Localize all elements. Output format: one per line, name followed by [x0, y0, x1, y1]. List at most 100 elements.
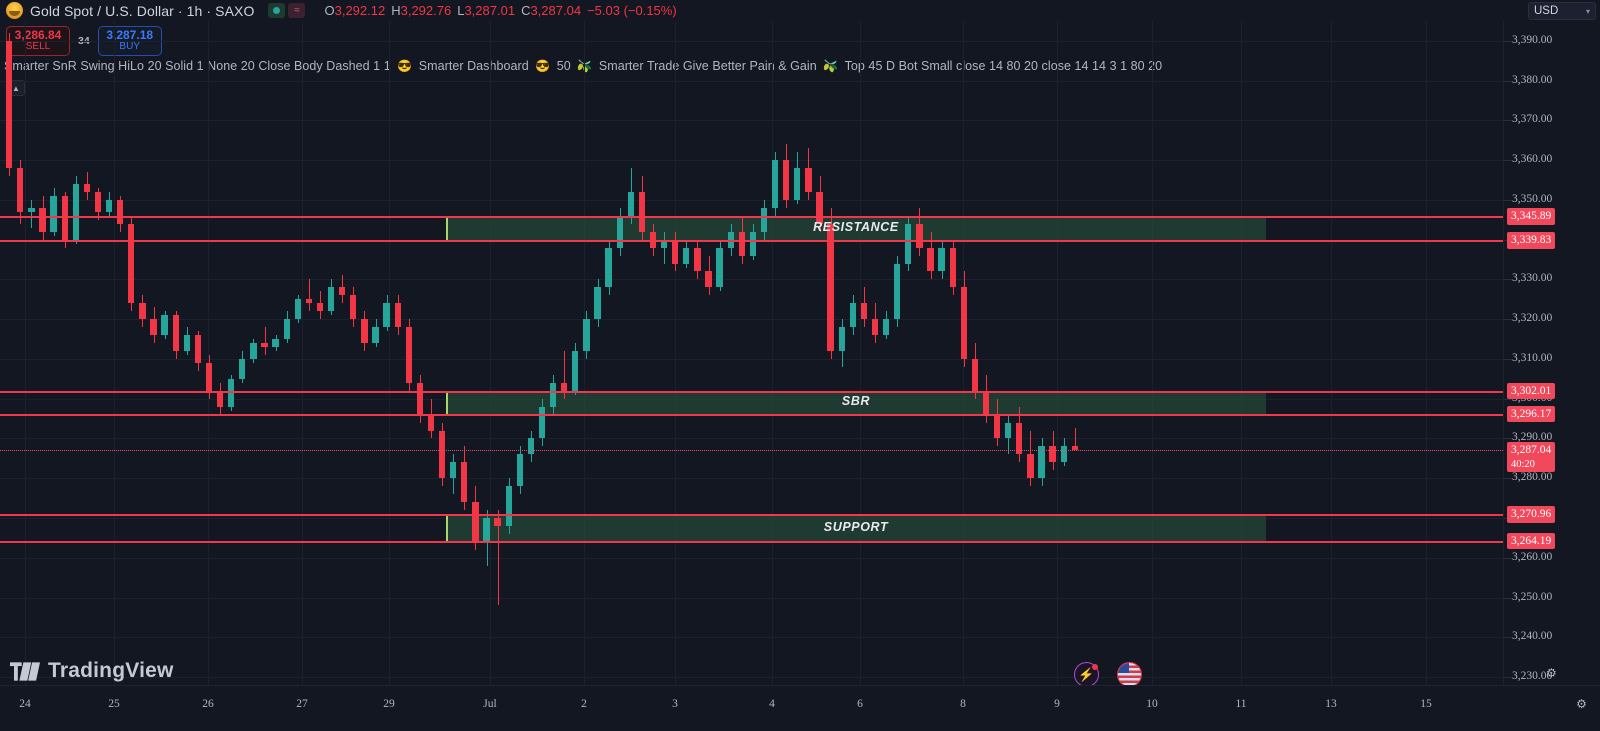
zone-left-edge [446, 514, 448, 542]
candle-body [916, 223, 923, 248]
price-level-label[interactable]: 3,264.19 [1507, 533, 1556, 550]
price-level-label[interactable]: 3,345.89 [1507, 208, 1556, 225]
zone-label-support: SUPPORT [823, 519, 889, 534]
candle-body [694, 247, 701, 272]
current-price-label[interactable]: 3,287.04 40:20 [1507, 442, 1556, 472]
sell-price: 3,286.84 [14, 28, 62, 43]
price-tick-mark [1504, 358, 1512, 360]
level-line-resistance-top[interactable] [0, 216, 1503, 219]
candle-body [738, 231, 745, 256]
flag-canton [1118, 663, 1129, 673]
candle-body [960, 287, 967, 359]
gridline-vertical [1057, 21, 1058, 685]
zone-left-edge [446, 390, 448, 414]
candle-body [6, 40, 13, 169]
candle-body [783, 160, 790, 200]
gridline-vertical [860, 21, 861, 685]
candle-body [172, 315, 179, 351]
candle-body [971, 358, 979, 391]
candle-body [549, 382, 557, 407]
candle-body [72, 184, 79, 240]
time-tick: 6 [857, 698, 863, 710]
buy-label: BUY [119, 41, 140, 53]
currency-select[interactable]: USD ▾ [1528, 2, 1596, 20]
indicator-legend[interactable]: Smarter SnR Swing HiLo 20 Solid 1 None 2… [4, 59, 1162, 73]
zone-rect[interactable] [446, 216, 1266, 241]
lightning-bolt-icon[interactable]: ⚡ [1074, 662, 1099, 687]
candle-body [294, 299, 301, 320]
price-tick-mark [1504, 279, 1512, 281]
indicator-trade-label: Smarter Trade Give Better Pain & Gain [598, 59, 817, 73]
price-level-label[interactable]: 3,302.01 [1507, 382, 1556, 400]
price-tick: 3,370.00 [1512, 113, 1553, 126]
level-line-sbr-bottom[interactable] [0, 413, 1503, 416]
gridline-horizontal [0, 120, 1503, 122]
candle-body [871, 319, 879, 336]
candle-body [982, 390, 990, 415]
gridline-horizontal [0, 637, 1503, 639]
price-level-label[interactable]: 3,270.96 [1507, 506, 1556, 523]
price-scale-gear-icon[interactable]: ⚙ [1546, 666, 1557, 680]
price-tick: 3,320.00 [1512, 312, 1553, 325]
candle-body [438, 430, 446, 479]
level-line-current-price-dotted[interactable] [0, 450, 1503, 452]
candle-wick [308, 279, 310, 312]
candle-body [283, 319, 290, 340]
candle-wick [497, 510, 499, 606]
currency-select-value: USD [1534, 5, 1559, 17]
candle-body [1027, 454, 1034, 479]
gold-coin-icon [6, 2, 23, 19]
candle-body [372, 327, 379, 344]
candle-body [1005, 422, 1012, 439]
price-tick: 3,310.00 [1512, 351, 1553, 364]
candle-body [1016, 422, 1023, 455]
gridline-vertical [490, 21, 491, 685]
replay-status-icon: ≈ [288, 3, 306, 18]
candle-body [505, 486, 512, 526]
time-scale[interactable]: 24 25 26 27 29 Jul 2 3 4 6 8 9 10 11 13 15 ⚙ [0, 685, 1600, 731]
candle-body [660, 239, 668, 248]
gridline-horizontal [0, 40, 1503, 42]
symbol-title[interactable]: Gold Spot / U.S. Dollar · 1h · SAXO [30, 2, 255, 19]
candle-body [228, 378, 235, 407]
level-line-sbr-top[interactable] [0, 390, 1503, 393]
price-tick-mark [1504, 40, 1512, 42]
candle-body [128, 223, 135, 304]
price-level-label[interactable]: 3,296.17 [1507, 405, 1556, 423]
chart-plot-area[interactable]: RESISTANCE SBR SUPPORT [0, 21, 1503, 685]
connection-status-icon [268, 3, 286, 18]
buy-price: 3,287.18 [106, 28, 154, 43]
gridline-vertical [1241, 21, 1242, 685]
time-tick: 24 [19, 698, 31, 710]
price-level-label[interactable]: 3,339.83 [1507, 232, 1556, 249]
time-tick: 26 [202, 698, 214, 710]
candle-wick [664, 231, 666, 264]
level-line-support-top[interactable] [0, 514, 1503, 517]
price-tick-mark [1504, 319, 1512, 321]
candle-wick [264, 327, 266, 355]
us-flag-icon[interactable] [1117, 662, 1142, 687]
low-value: 3,287.01 [464, 3, 516, 18]
candle-body [527, 438, 535, 455]
time-tick: 2 [581, 698, 587, 710]
zone-rect[interactable] [446, 390, 1266, 414]
time-tick: 4 [769, 698, 775, 710]
candle-body [1071, 446, 1078, 451]
candle-body [383, 303, 390, 328]
level-line-resistance-bottom[interactable] [0, 240, 1503, 243]
gear-icon[interactable]: ⚙ [1576, 697, 1587, 711]
zone-rect[interactable] [446, 514, 1266, 542]
level-line-support-bottom[interactable] [0, 541, 1503, 544]
candle-body [638, 191, 646, 232]
price-tick-mark [1504, 478, 1512, 480]
candle-body [205, 362, 213, 391]
gridline-horizontal [0, 438, 1503, 440]
candle-body [305, 299, 313, 304]
high-value: 3,292.76 [400, 3, 452, 18]
candle-body [949, 247, 956, 288]
candle-body [50, 195, 57, 232]
tradingview-logo-icon [10, 661, 40, 681]
price-tick: 3,250.00 [1512, 590, 1553, 603]
price-scale[interactable]: 3,390.00 3,380.00 3,370.00 3,360.00 3,350.00… [1503, 21, 1600, 685]
tradingview-watermark: TradingView [10, 659, 174, 683]
